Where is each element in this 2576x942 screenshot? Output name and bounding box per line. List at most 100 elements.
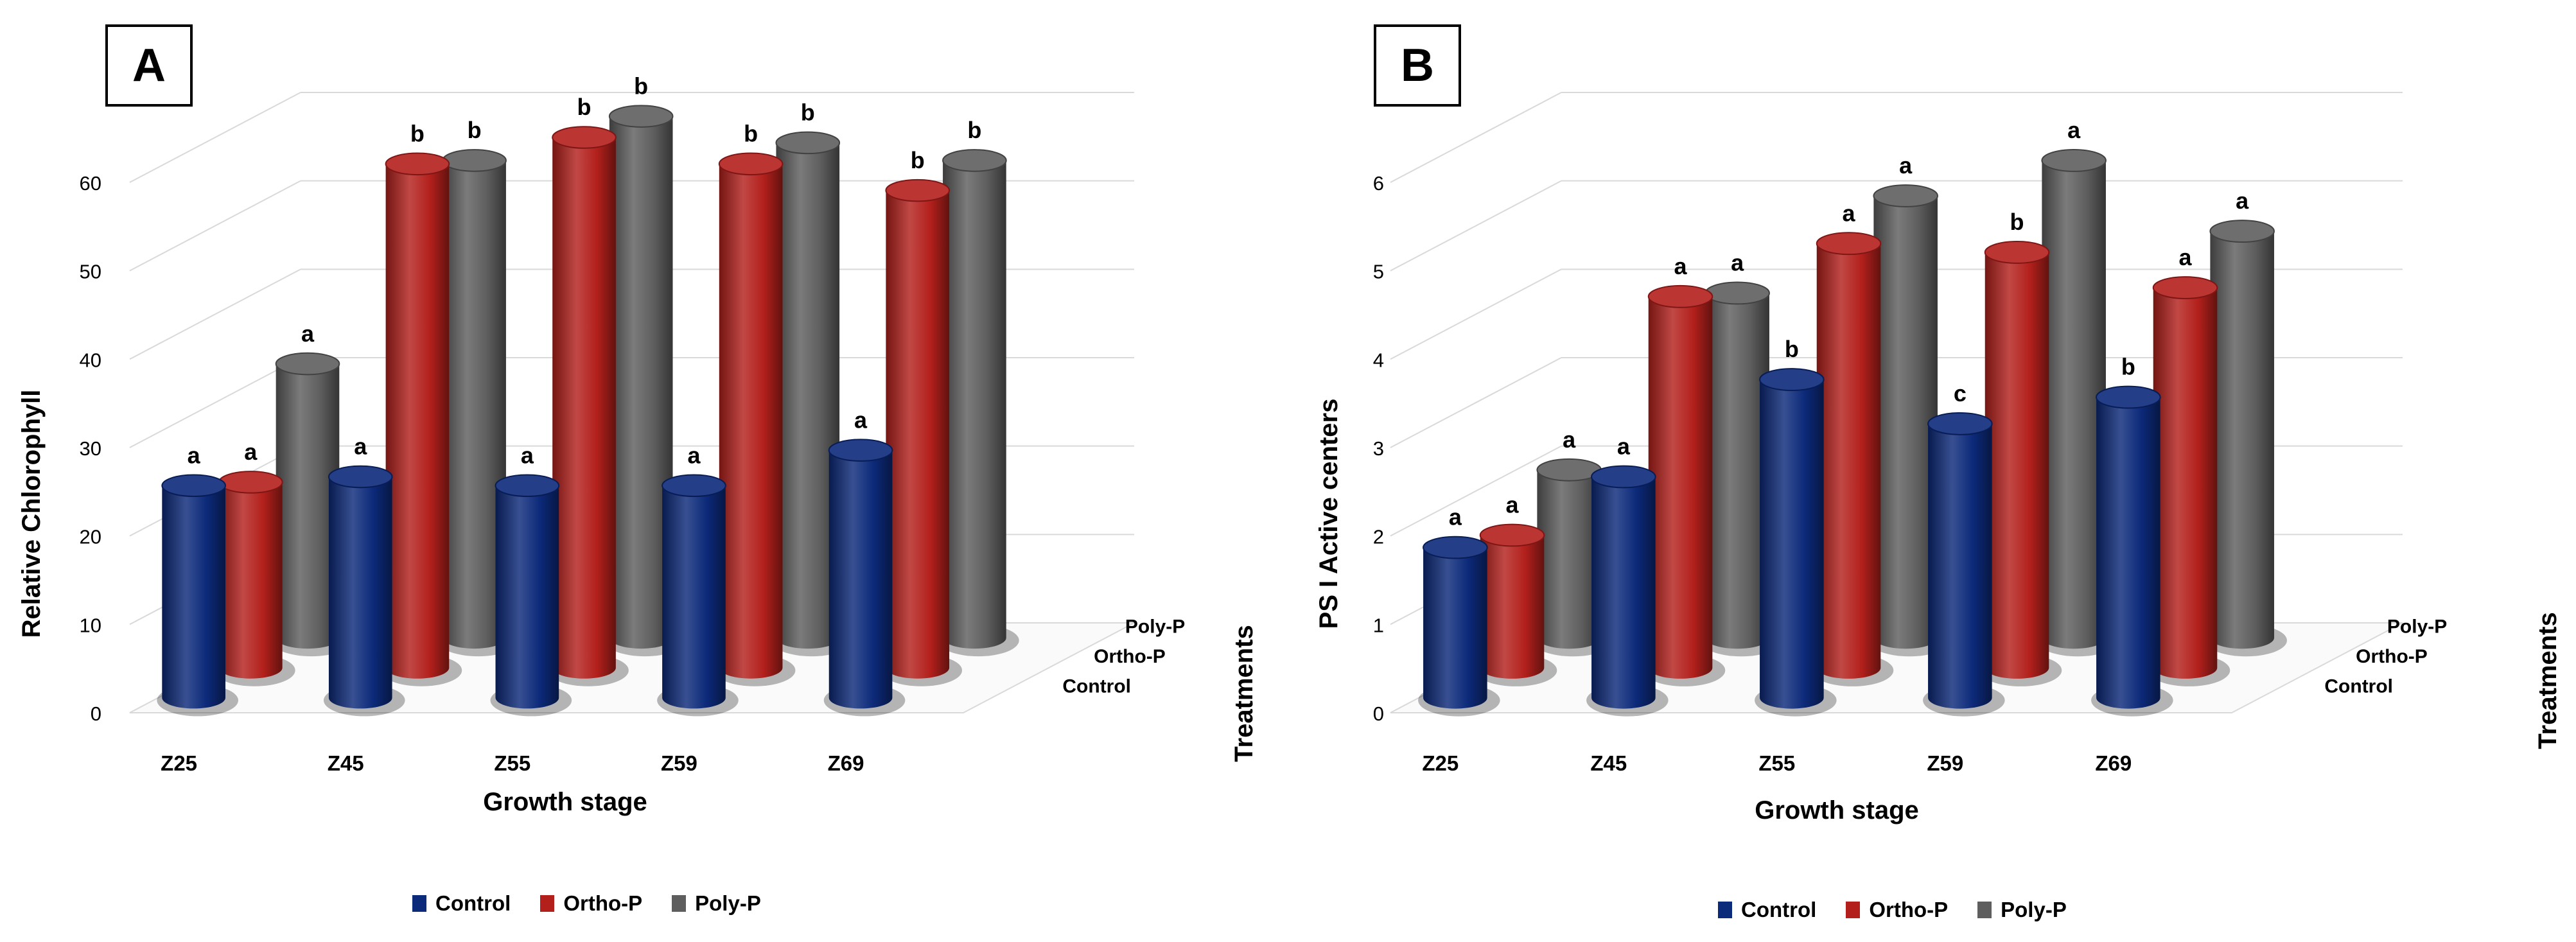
bar (213, 471, 295, 686)
y-tick-label: 0 (1373, 702, 1384, 725)
legend-swatch-control (412, 895, 426, 912)
legend-label-control: Control (435, 891, 511, 915)
significance-letter: a (244, 439, 258, 465)
legend-item-control: Control (1718, 898, 1816, 922)
significance-letter: a (1674, 253, 1688, 279)
bar (490, 474, 572, 717)
significance-letter: b (634, 73, 648, 99)
bar (2091, 385, 2173, 717)
side-gridline (129, 92, 301, 183)
y-tick-label: 20 (80, 526, 101, 548)
side-gridline (1390, 445, 1562, 537)
x-tick-label: Z59 (1927, 751, 1963, 775)
y-axis-label: PS I Active centers (1315, 399, 1343, 629)
depth-axis-label: Treatments (1230, 625, 1258, 762)
significance-letter: b (801, 100, 815, 126)
significance-letter: b (911, 147, 925, 173)
legend-item-ortho-p: Ortho-P (1846, 898, 1948, 922)
bar (2205, 220, 2287, 657)
legend-swatch-ortho-p (540, 895, 555, 912)
significance-letter: a (1843, 200, 1856, 226)
bar (1923, 412, 2005, 717)
bar (938, 149, 1019, 657)
chart-panel-a: A 0 10 20 30 40 50 60 a b b b b a b b b b a a a a a Z25 Z45 Z55 Z… (17, 24, 1258, 916)
legend-label-ortho-p: Ortho-P (1869, 898, 1949, 921)
legend-label-poly-p: Poly-P (2001, 898, 2067, 921)
chart-b-svg: 0 1 2 3 4 5 6 a a a a a a a a b a a a b c b Z25 Z45 Z55 Z59 Z69 Con… (1315, 92, 2562, 824)
bar (1418, 536, 1500, 717)
y-tick-label: 1 (1373, 614, 1384, 636)
depth-tick-label: Poly-P (1125, 616, 1185, 637)
side-gridline (129, 180, 301, 272)
x-tick-label: Z25 (1422, 751, 1459, 775)
panel-label-b: B (1374, 24, 1461, 107)
legend-item-control: Control (412, 891, 511, 916)
x-tick-label: Z55 (494, 751, 530, 775)
bar (1643, 284, 1726, 686)
legend-item-ortho-p: Ortho-P (540, 891, 642, 916)
significance-letter: a (1563, 426, 1576, 453)
x-tick-label: Z59 (661, 751, 697, 775)
depth-tick-label: Ortho-P (2356, 646, 2428, 667)
y-tick-label: 10 (80, 614, 101, 636)
depth-tick-label: Ortho-P (1094, 646, 1166, 667)
bar (157, 474, 238, 717)
significance-letter: b (744, 121, 758, 147)
significance-letter: a (854, 406, 868, 433)
significance-letter: a (521, 442, 534, 468)
depth-axis-label: Treatments (2534, 612, 2562, 749)
significance-letter: b (967, 117, 981, 143)
panel-label-a: A (105, 24, 193, 107)
significance-letter: a (1731, 250, 1744, 276)
bar (714, 152, 796, 686)
significance-letter: b (2010, 209, 2024, 235)
bar (2148, 276, 2230, 686)
chart-a-svg: 0 10 20 30 40 50 60 a b b b b a b b b b a a a a a Z25 Z45 Z55 Z59… (17, 73, 1258, 816)
bar (657, 474, 739, 717)
legend-item-poly-p: Poly-P (672, 891, 761, 916)
bar (380, 152, 462, 686)
x-tick-label: Z69 (2095, 751, 2132, 775)
legend-swatch-ortho-p (1846, 902, 1861, 918)
y-tick-label: 4 (1373, 349, 1384, 371)
depth-tick-label: Control (1062, 676, 1131, 697)
y-tick-label: 6 (1373, 172, 1384, 195)
significance-letter: b (468, 117, 482, 143)
bar (323, 465, 405, 717)
significance-letter: a (2236, 188, 2249, 214)
bar (437, 149, 519, 657)
bar (1475, 523, 1557, 686)
chart-panel-b: B 0 1 2 3 4 5 6 a a a a a a a a b a a a b c b Z25 Z45 Z55 Z59 Z69 C… (1288, 0, 2575, 942)
side-gridline (129, 268, 301, 360)
significance-letter: a (1617, 433, 1631, 460)
bar (1532, 458, 1614, 657)
bar (1586, 465, 1669, 717)
legend-b: Control Ortho-P Poly-P (1718, 898, 2067, 922)
legend-item-poly-p: Poly-P (1977, 898, 2067, 922)
y-tick-label: 0 (91, 702, 101, 725)
legend-swatch-poly-p (1977, 902, 1992, 918)
significance-letter: a (301, 320, 315, 347)
side-gridline (1390, 268, 1562, 360)
side-gridline (1390, 357, 1562, 448)
x-tick-label: Z45 (1590, 751, 1627, 775)
y-tick-label: 50 (80, 261, 101, 283)
side-gridline (129, 357, 301, 448)
significance-letter: b (2121, 354, 2135, 380)
bar (547, 126, 629, 686)
y-tick-label: 30 (80, 437, 101, 460)
significance-letter: b (410, 121, 425, 147)
depth-tick-label: Poly-P (2387, 616, 2447, 637)
side-gridline (1390, 180, 1562, 272)
legend-label-ortho-p: Ortho-P (563, 891, 643, 915)
significance-letter: a (1449, 504, 1462, 530)
legend-label-control: Control (1741, 898, 1817, 921)
side-gridline (1390, 92, 1562, 183)
y-tick-label: 5 (1373, 261, 1384, 283)
depth-tick-label: Control (2324, 676, 2393, 697)
x-tick-label: Z69 (828, 751, 864, 775)
bar (1755, 368, 1837, 717)
x-tick-label: Z45 (328, 751, 364, 775)
legend-a: Control Ortho-P Poly-P (412, 891, 761, 916)
y-axis-label: Relative Chlorophyll (17, 390, 46, 638)
